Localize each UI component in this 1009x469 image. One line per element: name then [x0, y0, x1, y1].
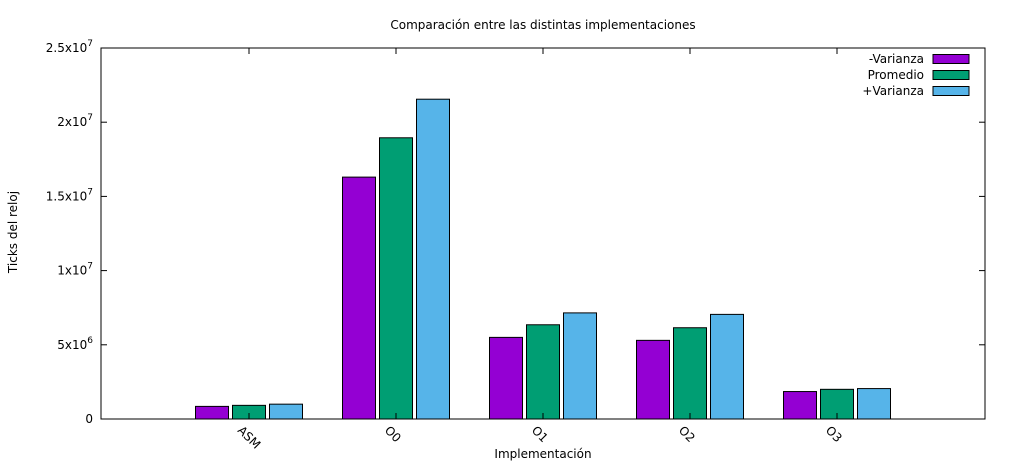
y-tick-label: 5x106	[57, 336, 93, 352]
bar-O2-Promedio	[673, 327, 707, 420]
bar-O1--Varianza	[489, 336, 523, 420]
legend-label: +Varianza	[862, 84, 924, 98]
bar-O3-+Varianza	[857, 388, 891, 420]
legend: -Varianza Promedio +Varianza	[862, 52, 970, 98]
y-tick-label: 1x107	[57, 262, 93, 278]
plot-frame	[100, 47, 986, 420]
y-tick-label: 2.5x107	[46, 39, 93, 55]
x-tick-label: O2	[676, 423, 698, 445]
legend-label: -Varianza	[869, 52, 924, 66]
y-tick-label: 0	[85, 412, 93, 426]
y-axis-label: Ticks del reloj	[6, 191, 20, 274]
legend-swatch	[932, 54, 970, 64]
y-tick-label: 2x107	[57, 113, 93, 129]
legend-label: Promedio	[868, 68, 924, 82]
y-tick-label: 1.5x107	[46, 187, 93, 203]
bar-O0--Varianza	[342, 176, 376, 420]
x-tick-label: O1	[529, 423, 551, 445]
bar-O3--Varianza	[783, 391, 817, 420]
bar-O2--Varianza	[636, 339, 670, 420]
x-tick-label: O3	[823, 423, 845, 445]
x-axis-label: Implementación	[494, 447, 591, 461]
bar-O1-+Varianza	[563, 312, 597, 420]
bar-ASM-+Varianza	[269, 403, 303, 420]
legend-swatch	[932, 86, 970, 96]
bar-O2-+Varianza	[710, 313, 744, 420]
legend-swatch	[932, 70, 970, 80]
x-tick-label: ASM	[235, 423, 263, 451]
bar-O1-Promedio	[526, 324, 560, 420]
bar-O0-Promedio	[379, 137, 413, 420]
bar-O0-+Varianza	[416, 98, 450, 420]
chart-title: Comparación entre las distintas implemen…	[390, 18, 695, 32]
plot-area: ASM O0 O1 O2 O3 0 5x106 1x107 1.5x107 2x107 2.5x10…	[46, 39, 986, 452]
x-tick-label: O0	[382, 423, 404, 445]
bar-ASM--Varianza	[195, 405, 229, 420]
